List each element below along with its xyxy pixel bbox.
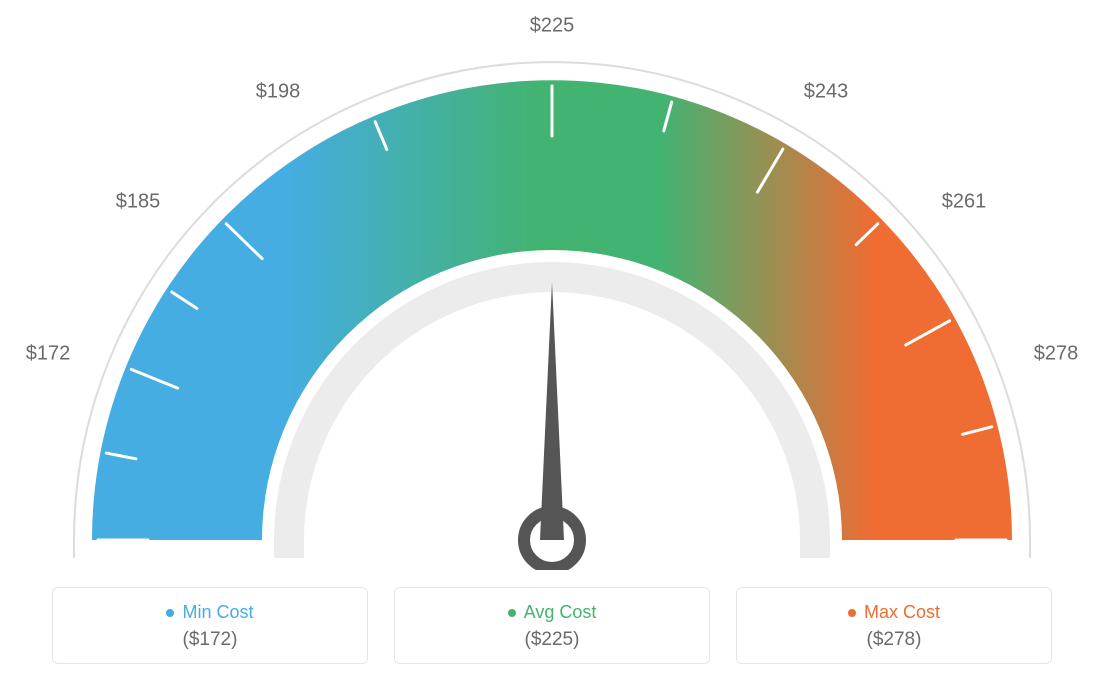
tick-label: $278 xyxy=(1034,343,1079,366)
legend-value: ($172) xyxy=(53,629,367,651)
legend-value: ($278) xyxy=(737,629,1051,651)
cost-gauge-chart: $172 $185 $198 $225 $243 $261 $278 Min Cost ($… xyxy=(0,0,1104,690)
tick-label: $261 xyxy=(942,191,987,214)
tick-label: $225 xyxy=(530,15,575,38)
legend-card-min: Min Cost ($172) xyxy=(52,587,368,664)
needle xyxy=(540,282,564,540)
legend-title-avg: Avg Cost xyxy=(508,602,597,623)
gauge-svg xyxy=(0,0,1104,570)
gauge-group xyxy=(74,62,1030,568)
legend-title-max: Max Cost xyxy=(848,602,940,623)
legend-value: ($225) xyxy=(395,629,709,651)
legend-label: Max Cost xyxy=(864,602,940,623)
tick-label: $185 xyxy=(116,191,161,214)
legend-label: Min Cost xyxy=(182,602,253,623)
tick-label: $243 xyxy=(804,81,849,104)
legend-card-max: Max Cost ($278) xyxy=(736,587,1052,664)
legend-row: Min Cost ($172) Avg Cost ($225) Max Cost… xyxy=(0,587,1104,664)
legend-title-min: Min Cost xyxy=(166,602,253,623)
tick-label: $198 xyxy=(256,81,301,104)
tick-label: $172 xyxy=(26,343,71,366)
dot-icon xyxy=(848,609,856,617)
gauge-area: $172 $185 $198 $225 $243 $261 $278 xyxy=(0,0,1104,570)
dot-icon xyxy=(166,609,174,617)
dot-icon xyxy=(508,609,516,617)
legend-card-avg: Avg Cost ($225) xyxy=(394,587,710,664)
legend-label: Avg Cost xyxy=(524,602,597,623)
